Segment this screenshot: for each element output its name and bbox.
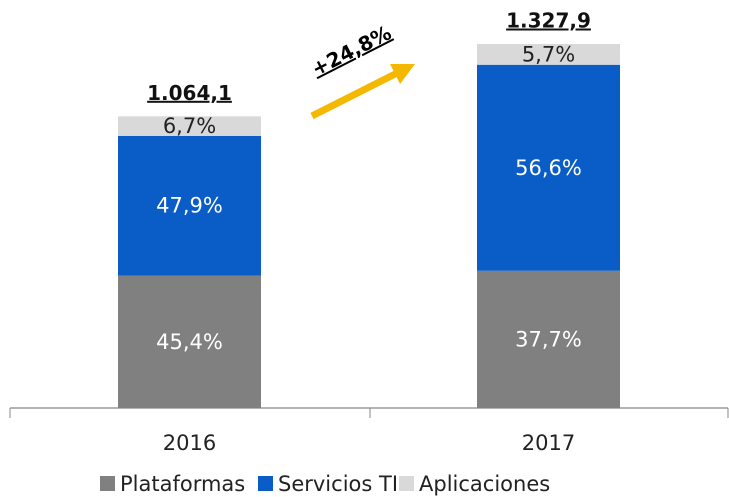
total-label: 1.064,1	[147, 81, 232, 105]
legend-label: Plataformas	[120, 472, 245, 496]
total-label: 1.327,9	[506, 9, 591, 33]
legend-swatch	[258, 476, 273, 491]
bar-segment	[118, 116, 261, 136]
legend-label: Servicios TI	[278, 472, 398, 496]
x-tick-label: 2016	[163, 431, 216, 455]
data-label: 6,7%	[163, 114, 216, 138]
bar-segment	[477, 270, 620, 408]
data-label: 47,9%	[156, 194, 223, 218]
data-label: 37,7%	[515, 327, 582, 351]
legend-label: Aplicaciones	[419, 472, 550, 496]
legend-swatch	[100, 476, 115, 491]
growth-annotation: +24,8%	[307, 20, 395, 80]
bar-segment	[118, 135, 261, 276]
data-label: 56,6%	[515, 156, 582, 180]
legend-swatch	[399, 476, 414, 491]
bar-segment	[118, 275, 261, 408]
bar-segment	[477, 44, 620, 65]
bar-segment	[477, 64, 620, 271]
growth-arrow	[310, 63, 415, 120]
data-label: 5,7%	[522, 42, 575, 66]
x-tick-label: 2017	[522, 431, 575, 455]
data-label: 45,4%	[156, 330, 223, 354]
